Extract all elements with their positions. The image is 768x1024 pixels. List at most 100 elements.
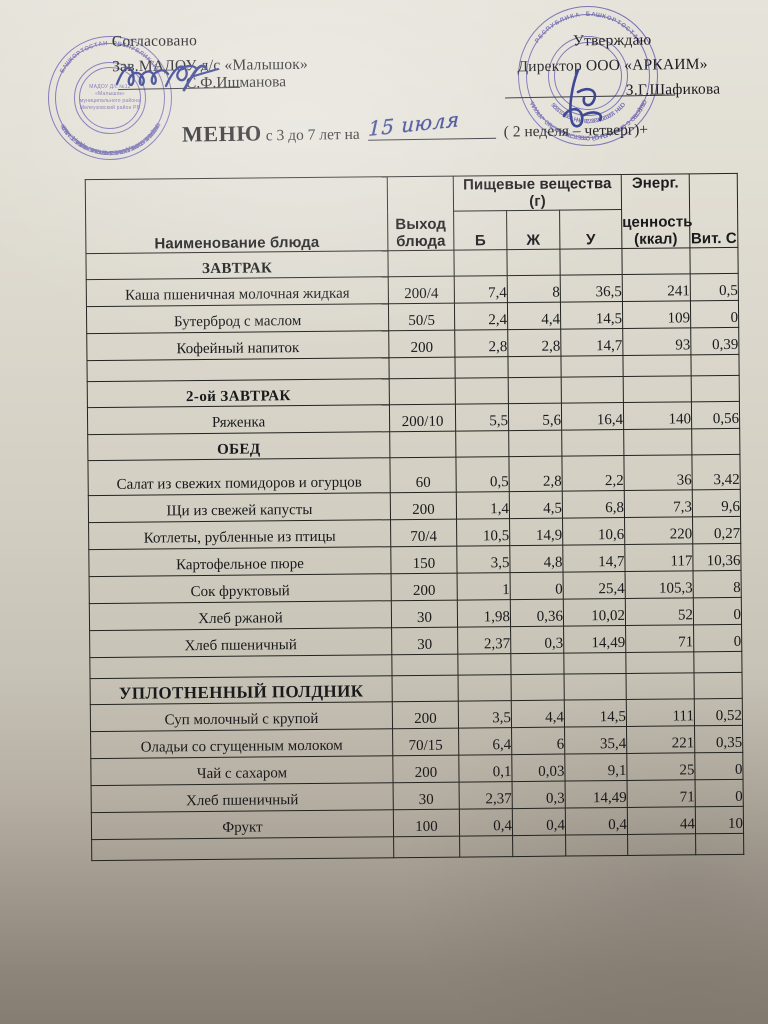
col-header-output-line2: блюда bbox=[396, 232, 446, 251]
meal-section-label: ЗАВТРАК bbox=[85, 250, 389, 280]
dish-fat-cell: 0,03 bbox=[511, 754, 566, 782]
empty-cell bbox=[621, 247, 691, 275]
dish-name-cell: Щи из свежей капусты bbox=[88, 492, 391, 523]
dish-name-cell: Котлеты, рубленные из птицы bbox=[88, 519, 391, 550]
empty-cell bbox=[454, 356, 509, 379]
dish-energy-cell: 7,3 bbox=[624, 489, 693, 518]
col-header-energy: Энерг. ценность (ккал) bbox=[621, 173, 693, 249]
col-header-carb: У bbox=[559, 209, 622, 250]
empty-cell bbox=[695, 833, 744, 855]
dish-fat-cell: 4,5 bbox=[509, 491, 563, 519]
dish-energy-cell: 71 bbox=[625, 624, 694, 653]
empty-cell bbox=[506, 249, 561, 276]
dish-output-cell: 50/5 bbox=[388, 303, 455, 331]
empty-cell bbox=[510, 653, 565, 675]
dish-protein-cell: 2,37 bbox=[457, 626, 511, 655]
dish-protein-cell: 10,5 bbox=[456, 518, 510, 547]
approval-right-line2: Директор ООО «АРКАИМ» bbox=[517, 55, 708, 76]
dish-protein-cell: 1,4 bbox=[456, 491, 510, 520]
empty-cell bbox=[693, 651, 743, 673]
dish-fat-cell: 0 bbox=[510, 572, 564, 600]
dish-vitamin-c-cell: 0 bbox=[695, 779, 744, 807]
dish-name-cell: Ряженка bbox=[87, 404, 390, 435]
empty-cell bbox=[623, 375, 692, 403]
dish-carb-cell: 14,7 bbox=[560, 328, 623, 357]
dish-fat-cell: 2,8 bbox=[508, 456, 563, 492]
menu-table-container: Наименование блюда Выход блюда Пищевые в… bbox=[85, 173, 744, 861]
dish-vitamin-c-cell: 0 bbox=[693, 597, 742, 625]
dish-output-cell: 60 bbox=[389, 457, 457, 493]
empty-cell bbox=[86, 357, 390, 382]
dish-fat-cell: 14,9 bbox=[509, 518, 563, 546]
page-title: МЕНЮ bbox=[181, 120, 262, 147]
col-header-energy-line2: ценность bbox=[622, 213, 693, 231]
dish-vitamin-c-cell: 0,5 bbox=[690, 273, 739, 301]
menu-table-body: ЗАВТРАК Каша пшеничная молочная жидкая 200… bbox=[85, 247, 744, 861]
dish-fat-cell: 4,4 bbox=[511, 700, 565, 728]
dish-output-cell: 200 bbox=[392, 755, 460, 783]
empty-cell bbox=[455, 430, 509, 458]
empty-cell bbox=[561, 376, 624, 404]
dish-output-cell: 200/10 bbox=[389, 404, 456, 432]
dish-name-cell: Салат из свежих помидоров и огурцов bbox=[87, 457, 391, 496]
dish-fat-cell: 8 bbox=[507, 275, 561, 303]
dish-energy-cell: 71 bbox=[627, 779, 696, 808]
meal-section-label: УПЛОТНЕННЫЙ ПОЛДНИК bbox=[90, 675, 393, 705]
dish-output-cell: 100 bbox=[393, 809, 460, 837]
approval-right-block: Утверждаю Директор ООО «АРКАИМ» З.Г.Шафи… bbox=[504, 27, 720, 105]
dish-fat-cell: 0,3 bbox=[510, 626, 564, 654]
empty-cell bbox=[389, 378, 456, 405]
dish-energy-cell: 221 bbox=[626, 725, 695, 754]
empty-cell bbox=[560, 355, 624, 378]
dish-output-cell: 30 bbox=[393, 782, 460, 810]
dish-output-cell: 70/4 bbox=[390, 519, 457, 547]
dish-fat-cell: 4,8 bbox=[509, 545, 564, 573]
dish-fat-cell: 0,4 bbox=[512, 808, 566, 836]
dish-carb-cell: 36,5 bbox=[560, 274, 623, 303]
col-header-energy-line1: Энерг. bbox=[631, 174, 679, 192]
empty-cell bbox=[392, 675, 459, 702]
dish-protein-cell: 3,5 bbox=[458, 700, 512, 729]
dish-name-cell: Хлеб ржаной bbox=[89, 600, 392, 631]
dish-carb-cell: 35,4 bbox=[564, 726, 627, 755]
dish-vitamin-c-cell: 0 bbox=[690, 300, 739, 328]
dish-output-cell: 30 bbox=[391, 600, 458, 628]
dish-energy-cell: 140 bbox=[623, 401, 692, 430]
col-header-fat: Ж bbox=[506, 210, 560, 250]
meal-section-label: ОБЕД bbox=[87, 431, 390, 461]
seal-center-line2: «Малышок» bbox=[95, 91, 125, 97]
dish-fat-cell: 5,6 bbox=[508, 403, 562, 431]
empty-cell bbox=[559, 248, 623, 276]
dish-protein-cell: 1 bbox=[457, 572, 511, 601]
dish-carb-cell: 0,4 bbox=[565, 807, 628, 836]
dish-fat-cell: 0,36 bbox=[510, 599, 564, 627]
empty-cell bbox=[626, 672, 695, 700]
dish-name-cell: Кофейный напиток bbox=[86, 330, 389, 361]
dish-vitamin-c-cell: 10 bbox=[695, 806, 744, 834]
dish-energy-cell: 109 bbox=[622, 300, 691, 329]
dish-name-cell: Картофельное пюре bbox=[88, 546, 392, 577]
seal-center-line4: Мелеузовский район РБ bbox=[79, 105, 141, 111]
dish-energy-cell: 25 bbox=[626, 752, 696, 781]
dish-carb-cell: 16,4 bbox=[561, 402, 624, 431]
dish-output-cell: 30 bbox=[391, 627, 458, 655]
dish-name-cell: Хлеб пшеничный bbox=[91, 782, 394, 813]
dish-fat-cell: 6 bbox=[511, 727, 565, 755]
empty-cell bbox=[89, 654, 393, 679]
dish-protein-cell: 0,5 bbox=[455, 456, 510, 493]
empty-cell bbox=[507, 356, 562, 378]
dish-output-cell: 200 bbox=[390, 492, 457, 520]
dish-carb-cell: 14,5 bbox=[560, 301, 623, 330]
dish-vitamin-c-cell: 10,36 bbox=[692, 543, 742, 571]
dish-protein-cell: 3,5 bbox=[456, 545, 511, 574]
approval-right-line1: Утверждаю bbox=[572, 31, 652, 50]
empty-cell bbox=[458, 674, 512, 702]
dish-vitamin-c-cell: 0,35 bbox=[694, 725, 743, 753]
dish-carb-cell: 14,5 bbox=[564, 699, 627, 728]
dish-output-cell: 200 bbox=[392, 701, 459, 729]
dish-carb-cell: 14,49 bbox=[565, 780, 628, 809]
dish-energy-cell: 105,3 bbox=[625, 570, 694, 599]
empty-cell bbox=[623, 428, 692, 456]
dish-protein-cell: 2,37 bbox=[459, 781, 513, 810]
col-header-output-line1: Выход bbox=[395, 215, 447, 234]
